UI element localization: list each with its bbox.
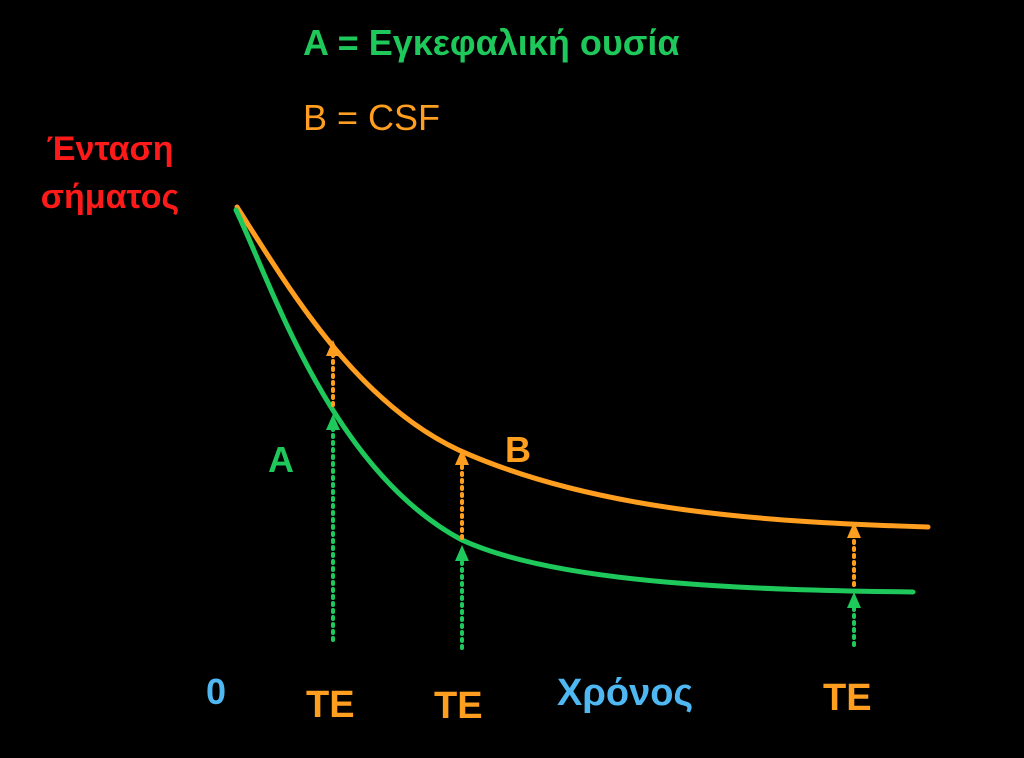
y-axis-label-line2: σήματος bbox=[41, 178, 179, 216]
te-marker-1 bbox=[326, 340, 340, 642]
curve-a bbox=[233, 207, 916, 595]
x-axis-label: Χρόνος bbox=[557, 672, 693, 714]
curve-b-label: B bbox=[505, 429, 531, 470]
te-marker-3 bbox=[847, 522, 861, 647]
te-3-orange-arrowhead bbox=[847, 522, 861, 538]
te-1-green-arrowhead bbox=[326, 414, 340, 430]
curve-a-label: A bbox=[268, 439, 294, 480]
te-3-green-arrowhead bbox=[847, 592, 861, 608]
te-label-3: TE bbox=[823, 677, 872, 719]
legend-a: A = Εγκεφαλική ουσία bbox=[303, 22, 680, 63]
curve-b bbox=[234, 204, 931, 530]
te-1-orange-arrowhead bbox=[326, 340, 340, 356]
te-2-green-arrowhead bbox=[455, 545, 469, 561]
te-marker-2 bbox=[455, 449, 469, 650]
y-axis-label-line1: Ένταση bbox=[46, 130, 173, 168]
te-label-2: TE bbox=[434, 685, 483, 727]
te-2-orange-arrowhead bbox=[455, 449, 469, 465]
te-label-1: TE bbox=[306, 684, 355, 726]
legend-b: B = CSF bbox=[303, 97, 440, 138]
x-axis-origin: 0 bbox=[206, 671, 226, 712]
